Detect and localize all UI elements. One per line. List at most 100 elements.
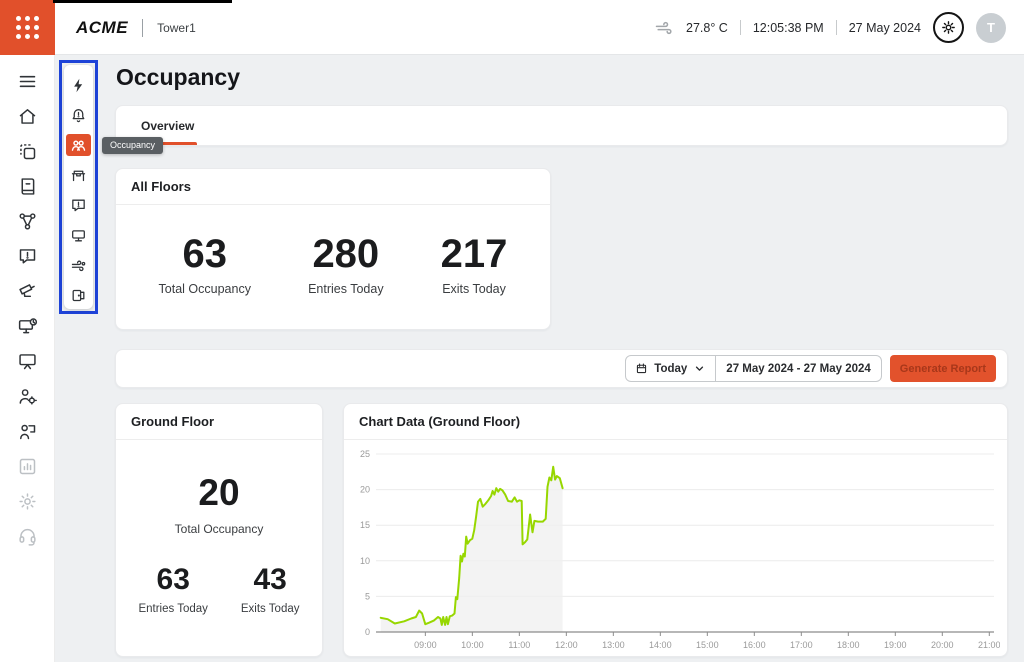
header-status-area: 27.8° C 12:05:38 PM 27 May 2024 T <box>654 0 1006 55</box>
preset-dropdown[interactable]: Today <box>626 362 715 375</box>
book-icon[interactable] <box>15 174 39 198</box>
user-avatar[interactable]: T <box>976 12 1006 43</box>
stat-label: Total Occupancy <box>158 281 251 296</box>
svg-text:10:00: 10:00 <box>461 640 484 650</box>
stat-value: 20 <box>198 472 240 513</box>
cctv-icon[interactable] <box>15 279 39 303</box>
brand-logo: ACME <box>76 17 129 37</box>
primary-sidebar <box>0 55 55 662</box>
presentation-icon[interactable] <box>15 349 39 373</box>
chart-title: Chart Data (Ground Floor) <box>344 404 1007 440</box>
menu-icon[interactable] <box>15 69 39 93</box>
svg-text:19:00: 19:00 <box>884 640 907 650</box>
ground-floor-stats: 63 Entries Today 43 Exits Today <box>116 564 322 615</box>
layers-icon[interactable] <box>15 139 39 163</box>
stat-label: Exits Today <box>442 281 506 296</box>
svg-text:0: 0 <box>365 627 370 637</box>
svg-text:15:00: 15:00 <box>696 640 719 650</box>
temperature-readout: 27.8° C <box>686 20 728 35</box>
settings-icon[interactable] <box>15 489 39 513</box>
monitor-clock-icon[interactable] <box>15 314 39 338</box>
chat-alert-icon[interactable] <box>66 194 91 216</box>
feature-rail <box>64 65 93 309</box>
door-icon[interactable] <box>66 284 91 306</box>
ground-floor-card: Ground Floor 20 Total Occupancy 63 Entri… <box>115 403 323 657</box>
svg-text:20:00: 20:00 <box>931 640 954 650</box>
generate-report-button[interactable]: Generate Report <box>889 355 996 382</box>
svg-text:13:00: 13:00 <box>602 640 625 650</box>
stat-value: 217 <box>440 231 508 276</box>
site-name: Tower1 <box>157 20 196 35</box>
air-quality-icon[interactable] <box>66 254 91 276</box>
network-icon[interactable] <box>15 209 39 233</box>
tab-overview[interactable]: Overview <box>141 118 195 133</box>
tabs-card: Overview <box>115 105 1008 146</box>
display-icon[interactable] <box>66 224 91 246</box>
ground-total-occupancy: 20 Total Occupancy <box>116 472 322 536</box>
page-title: Occupancy <box>116 64 240 90</box>
active-tab-underline <box>139 142 197 145</box>
calendar-icon <box>637 363 647 374</box>
stat-label: Entries Today <box>308 281 384 296</box>
svg-text:09:00: 09:00 <box>414 640 437 650</box>
stat-label: Total Occupancy <box>174 522 264 536</box>
svg-text:15: 15 <box>360 520 370 530</box>
stat-label: Exits Today <box>240 602 300 615</box>
message-alert-icon[interactable] <box>15 244 39 268</box>
svg-text:5: 5 <box>365 591 370 601</box>
app-grid-icon <box>16 16 39 39</box>
top-bar: ACME Tower1 27.8° C 12:05:38 PM 27 May 2… <box>0 0 1024 55</box>
stat-value: 63 <box>156 563 190 596</box>
svg-text:11:00: 11:00 <box>508 640 530 650</box>
chart-card: Chart Data (Ground Floor) 0 5 10 15 20 25 09:0… <box>343 403 1008 657</box>
stat-exits-today: 217 Exits Today <box>441 233 508 296</box>
preset-value: Today <box>654 362 688 375</box>
ground-floor-title: Ground Floor <box>116 404 322 440</box>
chevron-down-icon <box>696 366 704 371</box>
svg-text:17:00: 17:00 <box>790 640 813 650</box>
svg-text:12:00: 12:00 <box>555 640 578 650</box>
svg-text:10: 10 <box>360 556 370 566</box>
bar-chart-icon[interactable] <box>15 454 39 478</box>
gear-icon <box>942 21 955 34</box>
stat-exits-today: 43 Exits Today <box>241 564 300 615</box>
svg-text:14:00: 14:00 <box>649 640 672 650</box>
stat-value: 43 <box>253 563 287 596</box>
all-floors-stats: 63 Total Occupancy 280 Entries Today 217… <box>116 205 550 323</box>
user-presenting-icon[interactable] <box>15 419 39 443</box>
user-gear-icon[interactable] <box>15 384 39 408</box>
report-filter-bar: Today 27 May 2024 - 27 May 2024 Generate… <box>115 349 1008 388</box>
svg-text:25: 25 <box>360 449 370 459</box>
stat-value: 280 <box>312 231 380 276</box>
svg-text:16:00: 16:00 <box>743 640 766 650</box>
occupancy-chart: 0 5 10 15 20 25 09:00 10:00 11:00 12:00 13:00 14:00… <box>360 449 1001 650</box>
stat-total-occupancy: 63 Total Occupancy <box>159 233 251 296</box>
selection-highlight-rectangle <box>59 60 98 314</box>
rail-tooltip: Occupancy <box>102 137 164 154</box>
top-edge-strip <box>53 0 232 3</box>
date-readout: 27 May 2024 <box>848 20 921 35</box>
home-icon[interactable] <box>15 104 39 128</box>
clock-readout: 12:05:38 PM <box>752 20 824 35</box>
desk-icon[interactable] <box>66 164 91 186</box>
stat-entries-today: 280 Entries Today <box>308 233 384 296</box>
brand-divider <box>142 18 144 37</box>
svg-text:18:00: 18:00 <box>837 640 860 650</box>
all-floors-card: All Floors 63 Total Occupancy 280 Entrie… <box>115 168 551 330</box>
stat-entries-today: 63 Entries Today <box>138 564 207 615</box>
wind-icon <box>655 21 672 34</box>
settings-button[interactable] <box>933 12 964 43</box>
alarm-bell-icon[interactable] <box>66 104 91 126</box>
date-range-value[interactable]: 27 May 2024 - 27 May 2024 <box>726 362 871 375</box>
date-range-control: Today 27 May 2024 - 27 May 2024 <box>625 355 882 382</box>
app-launcher-button[interactable] <box>0 0 55 55</box>
stat-label: Entries Today <box>138 602 208 615</box>
svg-text:21:00: 21:00 <box>978 640 1000 650</box>
bolt-icon[interactable] <box>66 74 91 96</box>
all-floors-title: All Floors <box>116 169 550 205</box>
stat-value: 63 <box>182 231 228 276</box>
brand-area: ACME Tower1 <box>76 0 196 55</box>
headset-icon[interactable] <box>15 524 39 548</box>
occupancy-icon[interactable] <box>66 134 91 156</box>
svg-text:20: 20 <box>360 485 370 495</box>
